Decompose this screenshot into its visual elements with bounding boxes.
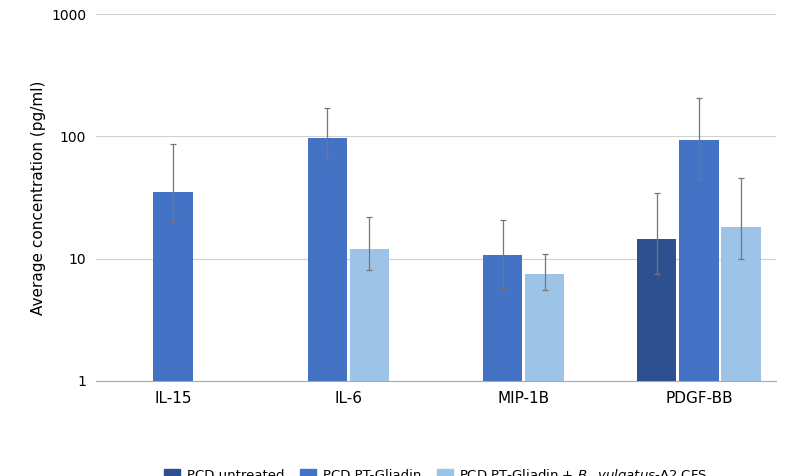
Y-axis label: Average concentration (pg/ml): Average concentration (pg/ml) (30, 80, 46, 315)
Bar (637, 239, 677, 476)
Bar (679, 140, 718, 476)
Bar (722, 228, 761, 476)
Bar (350, 249, 389, 476)
Bar (483, 255, 522, 476)
Bar (154, 192, 193, 476)
Legend: PCD untreated, PCD PT-Gliadin, PCD PT-Gliadin + $\it{B.\ vulgatus}$-A2 CFS: PCD untreated, PCD PT-Gliadin, PCD PT-Gl… (164, 467, 708, 476)
Bar (308, 138, 347, 476)
Bar (525, 274, 564, 476)
